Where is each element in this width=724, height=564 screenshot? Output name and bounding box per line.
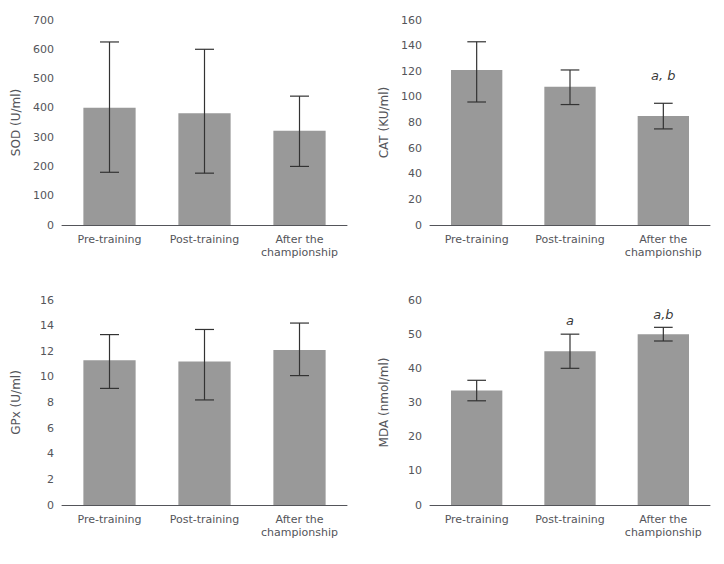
svg-text:10: 10 (40, 370, 54, 383)
svg-text:600: 600 (33, 43, 54, 56)
svg-text:20: 20 (408, 193, 422, 206)
svg-text:0: 0 (415, 499, 422, 512)
svg-text:14: 14 (40, 319, 54, 332)
svg-text:0: 0 (415, 219, 422, 232)
svg-text:100: 100 (33, 189, 54, 202)
svg-text:championship: championship (625, 526, 702, 539)
svg-text:SOD (U/ml): SOD (U/ml) (9, 89, 23, 156)
svg-text:50: 50 (408, 328, 422, 341)
svg-text:2: 2 (47, 473, 54, 486)
svg-text:0: 0 (47, 219, 54, 232)
svg-text:40: 40 (408, 167, 422, 180)
svg-text:12: 12 (40, 345, 54, 358)
svg-text:80: 80 (408, 116, 422, 129)
svg-text:championship: championship (625, 246, 702, 259)
svg-text:After the: After the (276, 233, 324, 246)
svg-text:MDA (nmol/ml): MDA (nmol/ml) (377, 358, 391, 448)
svg-text:championship: championship (261, 246, 338, 259)
svg-text:40: 40 (408, 362, 422, 375)
svg-text:GPx (U/ml): GPx (U/ml) (9, 370, 23, 435)
svg-text:Post-training: Post-training (170, 513, 240, 526)
svg-text:500: 500 (33, 72, 54, 85)
svg-text:CAT (KU/ml): CAT (KU/ml) (377, 87, 391, 159)
svg-text:a, b: a, b (651, 68, 675, 83)
svg-text:20: 20 (408, 430, 422, 443)
svg-text:8: 8 (47, 396, 54, 409)
svg-text:After the: After the (276, 513, 324, 526)
svg-text:0: 0 (47, 499, 54, 512)
svg-text:After the: After the (639, 233, 687, 246)
svg-text:Pre-training: Pre-training (77, 513, 141, 526)
svg-text:160: 160 (401, 14, 422, 27)
svg-text:a: a (566, 313, 574, 328)
svg-text:300: 300 (33, 131, 54, 144)
svg-text:Post-training: Post-training (535, 233, 605, 246)
svg-text:100: 100 (401, 90, 422, 103)
svg-text:200: 200 (33, 160, 54, 173)
svg-text:6: 6 (47, 422, 54, 435)
svg-text:10: 10 (408, 464, 422, 477)
svg-text:120: 120 (401, 65, 422, 78)
svg-text:400: 400 (33, 101, 54, 114)
svg-text:Pre-training: Pre-training (77, 233, 141, 246)
svg-text:60: 60 (408, 142, 422, 155)
svg-text:championship: championship (261, 526, 338, 539)
svg-text:700: 700 (33, 14, 54, 27)
svg-text:140: 140 (401, 39, 422, 52)
svg-text:After the: After the (639, 513, 687, 526)
svg-text:30: 30 (408, 396, 422, 409)
svg-text:Post-training: Post-training (170, 233, 240, 246)
svg-text:Pre-training: Pre-training (445, 233, 509, 246)
svg-text:a,b: a,b (653, 307, 673, 322)
svg-text:4: 4 (47, 447, 54, 460)
svg-text:16: 16 (40, 294, 54, 307)
svg-text:Pre-training: Pre-training (445, 513, 509, 526)
svg-text:Post-training: Post-training (535, 513, 605, 526)
svg-text:60: 60 (408, 294, 422, 307)
